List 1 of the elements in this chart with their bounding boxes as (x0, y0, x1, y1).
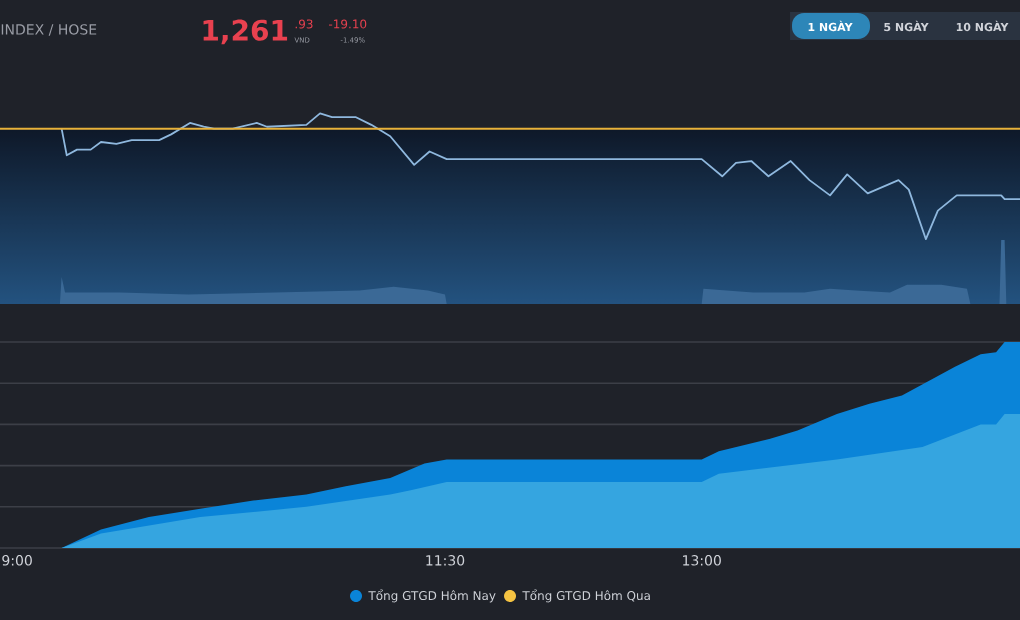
text: 1,261 (203, 19, 288, 45)
